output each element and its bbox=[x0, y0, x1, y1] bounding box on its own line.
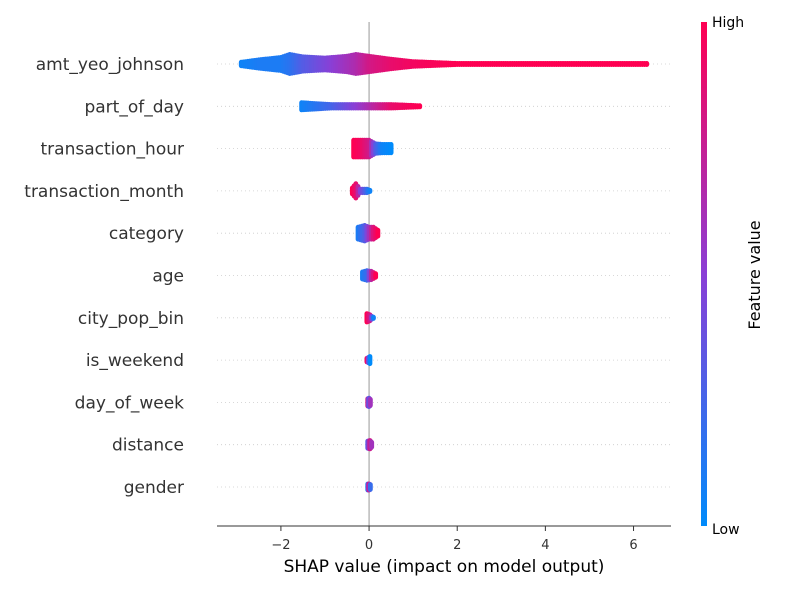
colorbar: High Low Feature value bbox=[701, 15, 764, 538]
shap-point bbox=[388, 142, 394, 156]
feature-labels: amt_yeo_johnson part_of_day transaction_ho… bbox=[24, 55, 184, 498]
feature-row-points bbox=[238, 52, 650, 76]
colorbar-low-label: Low bbox=[712, 522, 740, 538]
feature-label: amt_yeo_johnson bbox=[36, 55, 184, 75]
feature-label: transaction_hour bbox=[41, 140, 184, 160]
shap-point bbox=[367, 397, 373, 408]
x-tick-label: 2 bbox=[453, 538, 461, 553]
shap-points bbox=[238, 52, 650, 493]
shap-point bbox=[375, 227, 381, 239]
feature-row-points bbox=[360, 268, 379, 283]
feature-row-points bbox=[365, 395, 373, 409]
x-axis-title: SHAP value (impact on model output) bbox=[284, 557, 605, 577]
feature-label: day_of_week bbox=[75, 393, 184, 413]
shap-point bbox=[367, 187, 373, 194]
feature-row-points bbox=[364, 311, 376, 325]
feature-row-points bbox=[364, 354, 373, 367]
x-tick-label: 0 bbox=[365, 538, 373, 553]
feature-label: age bbox=[152, 267, 184, 287]
row-gridlines bbox=[217, 63, 671, 488]
colorbar-gradient bbox=[701, 22, 707, 526]
feature-row-points bbox=[365, 438, 375, 452]
shap-point bbox=[417, 103, 423, 110]
shap-point bbox=[644, 61, 650, 67]
feature-label: city_pop_bin bbox=[78, 309, 184, 329]
shap-point bbox=[367, 482, 373, 492]
x-axis-ticks: −2 0 2 4 6 bbox=[271, 526, 638, 553]
feature-row-points bbox=[365, 481, 373, 493]
feature-label: distance bbox=[112, 436, 184, 456]
feature-row-points bbox=[355, 223, 381, 244]
feature-row-points bbox=[349, 181, 373, 201]
feature-label: gender bbox=[124, 478, 184, 498]
x-tick-label: −2 bbox=[271, 538, 290, 553]
feature-row-points bbox=[299, 100, 423, 113]
shap-point bbox=[373, 271, 379, 280]
shap-point bbox=[369, 439, 375, 450]
feature-label: is_weekend bbox=[86, 351, 184, 371]
x-tick-label: 6 bbox=[629, 538, 637, 553]
shap-point bbox=[367, 354, 373, 367]
feature-row-points bbox=[351, 137, 394, 160]
colorbar-high-label: High bbox=[712, 15, 744, 31]
feature-label: part_of_day bbox=[84, 97, 184, 117]
x-tick-label: 4 bbox=[541, 538, 549, 553]
shap-point bbox=[371, 314, 376, 321]
colorbar-title: Feature value bbox=[745, 220, 764, 329]
feature-label: category bbox=[109, 224, 184, 244]
feature-label: transaction_month bbox=[24, 182, 184, 202]
